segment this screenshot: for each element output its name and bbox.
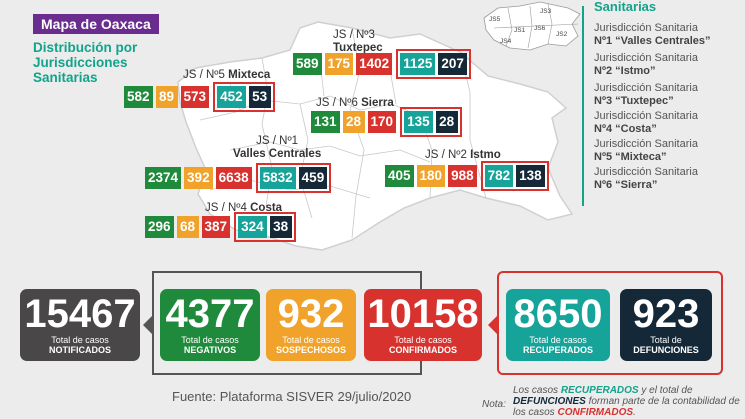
legend-item-js5: Jurisdicción Sanitaria Nº5 “Mixteca” xyxy=(594,138,698,163)
chip-recuperados: 5832 xyxy=(259,167,296,189)
label-tuxtepec: JS / Nº3 Tuxtepec xyxy=(333,29,383,54)
confirmed-breakdown: 452 53 xyxy=(213,82,275,112)
chip-negativos: 2374 xyxy=(145,167,182,189)
arrow-left-icon xyxy=(488,316,497,334)
recuperados-label: Total de casos xyxy=(529,335,587,345)
card-negativos: 4377 Total de casos NEGATIVOS xyxy=(160,289,260,361)
label-valles-centrales: JS / Nº1 Valles Centrales xyxy=(233,135,322,160)
stats-mixteca: 582 89 573 452 53 xyxy=(124,82,275,112)
legend-item-js3: Jurisdicción Sanitaria Nº3 “Tuxtepec” xyxy=(594,82,698,107)
sospechosos-label: Total de casos xyxy=(282,335,340,345)
note-text: Los casos RECUPERADOS y el total de DEFU… xyxy=(513,385,740,418)
note-label: Nota: xyxy=(482,399,506,410)
legend-divider xyxy=(582,6,584,206)
confirmed-breakdown: 782 138 xyxy=(480,161,549,191)
legend-item-js6: Jurisdicción Sanitaria Nº6 “Sierra” xyxy=(594,166,698,191)
chip-defunciones: 459 xyxy=(298,167,328,189)
negativos-label: Total de casos xyxy=(181,335,239,345)
card-recuperados: 8650 Total de casos RECUPERADOS xyxy=(506,289,610,361)
recuperados-label-strong: RECUPERADOS xyxy=(522,345,593,355)
chip-sospechosos: 28 xyxy=(342,111,365,133)
stats-istmo: 405 180 988 782 138 xyxy=(385,161,549,191)
confirmed-breakdown: 324 38 xyxy=(234,212,296,242)
defunciones-label-strong: DEFUNCIONES xyxy=(633,345,699,355)
chip-confirmados: 988 xyxy=(448,165,477,187)
stats-valles-centrales: 2374 392 6638 5832 459 xyxy=(145,163,332,193)
chip-negativos: 131 xyxy=(311,111,340,133)
chip-confirmados: 573 xyxy=(180,86,210,108)
chip-sospechosos: 68 xyxy=(176,216,199,238)
stats-costa: 296 68 387 324 38 xyxy=(145,212,296,242)
legend-item-js4: Jurisdicción Sanitaria Nº4 “Costa” xyxy=(594,110,698,135)
chip-confirmados: 1402 xyxy=(356,53,393,75)
chip-defunciones: 138 xyxy=(516,165,545,187)
chip-recuperados: 1125 xyxy=(400,53,436,75)
confirmados-value: 10158 xyxy=(367,292,479,336)
notificados-label-strong: NOTIFICADOS xyxy=(49,345,111,355)
legend-title: Sanitarias xyxy=(594,0,657,14)
negativos-value: 4377 xyxy=(165,292,255,336)
confirmados-label: Total de casos xyxy=(394,335,452,345)
stats-tuxtepec: 589 175 1402 1125 207 xyxy=(293,49,471,79)
page-subtitle: Distribución por Jurisdicciones Sanitari… xyxy=(33,40,138,85)
mini-map-label-js6: JS6 xyxy=(534,25,546,32)
mini-map-label-js3: JS3 xyxy=(540,8,552,15)
label-istmo: JS / Nº2 Istmo xyxy=(425,149,501,161)
stats-sierra: 131 28 170 135 28 xyxy=(311,107,462,137)
label-mixteca: JS / Nº5 Mixteca xyxy=(183,69,271,81)
arrow-left-icon xyxy=(143,316,152,334)
card-confirmados: 10158 Total de casos CONFIRMADOS xyxy=(364,289,482,361)
mini-map: JS5 JS3 JS1 JS6 JS2 JS4 xyxy=(483,1,581,51)
chip-negativos: 589 xyxy=(293,53,322,75)
chip-negativos: 296 xyxy=(145,216,174,238)
chip-sospechosos: 175 xyxy=(324,53,354,75)
chip-confirmados: 170 xyxy=(367,111,397,133)
chip-defunciones: 38 xyxy=(269,216,292,238)
chip-sospechosos: 180 xyxy=(416,165,446,187)
legend-item-js2: Jurisdicción Sanitaria Nº2 “Istmo” xyxy=(594,52,698,77)
confirmados-label-strong: CONFIRMADOS xyxy=(389,345,457,355)
mini-map-label-js5: JS5 xyxy=(489,16,501,23)
mini-map-label-js4: JS4 xyxy=(500,38,512,45)
mini-map-label-js1: JS1 xyxy=(514,27,526,34)
defunciones-value: 923 xyxy=(632,292,700,336)
chip-defunciones: 207 xyxy=(438,53,467,75)
label-sierra: JS / Nº6 Sierra xyxy=(316,97,394,109)
chip-sospechosos: 89 xyxy=(155,86,178,108)
notificados-label: Total de casos xyxy=(51,335,109,345)
chip-recuperados: 324 xyxy=(238,216,267,238)
defunciones-label: Total de xyxy=(650,335,682,345)
confirmed-breakdown: 5832 459 xyxy=(255,163,332,193)
label-costa: JS / Nº4 Costa xyxy=(205,202,283,214)
card-notificados: 15467 Total de casos NOTIFICADOS xyxy=(20,289,140,361)
chip-recuperados: 452 xyxy=(217,86,246,108)
card-defunciones: 923 Total de DEFUNCIONES xyxy=(620,289,712,361)
chip-confirmados: 6638 xyxy=(215,167,252,189)
confirmados-breakdown-frame xyxy=(497,271,723,375)
source-text: Fuente: Plataforma SISVER 29/julio/2020 xyxy=(172,389,412,404)
chip-defunciones: 28 xyxy=(435,111,458,133)
card-sospechosos: 932 Total de casos SOSPECHOSOS xyxy=(266,289,356,361)
confirmed-breakdown: 135 28 xyxy=(400,107,462,137)
chip-negativos: 405 xyxy=(385,165,414,187)
mini-map-label-js2: JS2 xyxy=(556,31,568,38)
confirmed-breakdown: 1125 207 xyxy=(396,49,471,79)
sospechosos-value: 932 xyxy=(277,292,345,336)
chip-recuperados: 782 xyxy=(484,165,514,187)
notificados-value: 15467 xyxy=(24,292,136,336)
chip-recuperados: 135 xyxy=(404,111,433,133)
negativos-label-strong: NEGATIVOS xyxy=(183,345,237,355)
legend-item-js1: Jurisdicción Sanitaria Nº1 “Valles Centra… xyxy=(594,22,711,47)
chip-negativos: 582 xyxy=(124,86,153,108)
chip-confirmados: 387 xyxy=(201,216,231,238)
page-title: Mapa de Oaxaca xyxy=(33,14,159,34)
chip-defunciones: 53 xyxy=(248,86,271,108)
sospechosos-label-strong: SOSPECHOSOS xyxy=(275,345,347,355)
recuperados-value: 8650 xyxy=(513,292,603,336)
chip-sospechosos: 392 xyxy=(184,167,213,189)
